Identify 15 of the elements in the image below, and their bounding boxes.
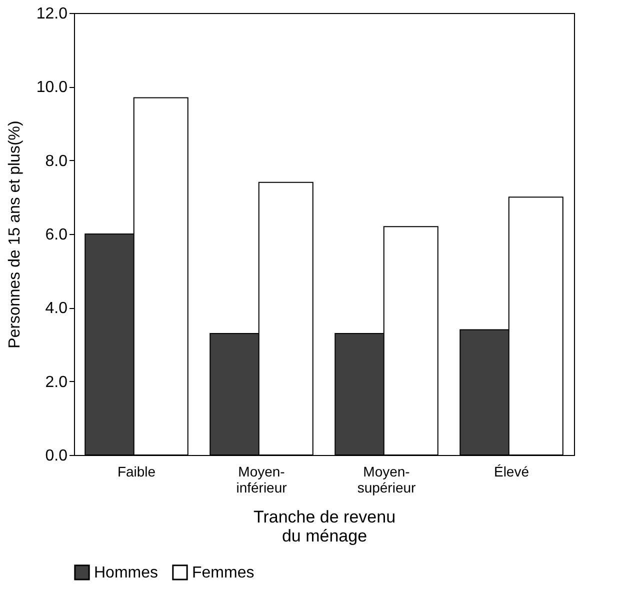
x-tick-label: Moyen-supérieur: [357, 464, 416, 496]
y-tick-label: 6.0: [45, 226, 68, 244]
y-tick-label: 10.0: [36, 79, 68, 96]
y-axis-title: Personnes de 15 ans et plus(%): [6, 120, 24, 348]
x-axis-title: Tranche de revenu du ménage: [253, 508, 396, 546]
x-tick-label: Élevé: [494, 464, 530, 480]
x-tick-label: Faible: [117, 464, 156, 480]
legend-label: Hommes: [94, 564, 158, 582]
y-tick-label: 4.0: [45, 300, 68, 318]
legend-label: Femmes: [192, 564, 254, 582]
y-tick-label: 8.0: [45, 152, 68, 170]
x-tick-label: Moyen-inférieur: [236, 464, 288, 496]
y-tick-label: 2.0: [45, 374, 68, 391]
y-tick-label: 12.0: [36, 6, 68, 22]
y-tick-label: 0.0: [45, 448, 68, 464]
